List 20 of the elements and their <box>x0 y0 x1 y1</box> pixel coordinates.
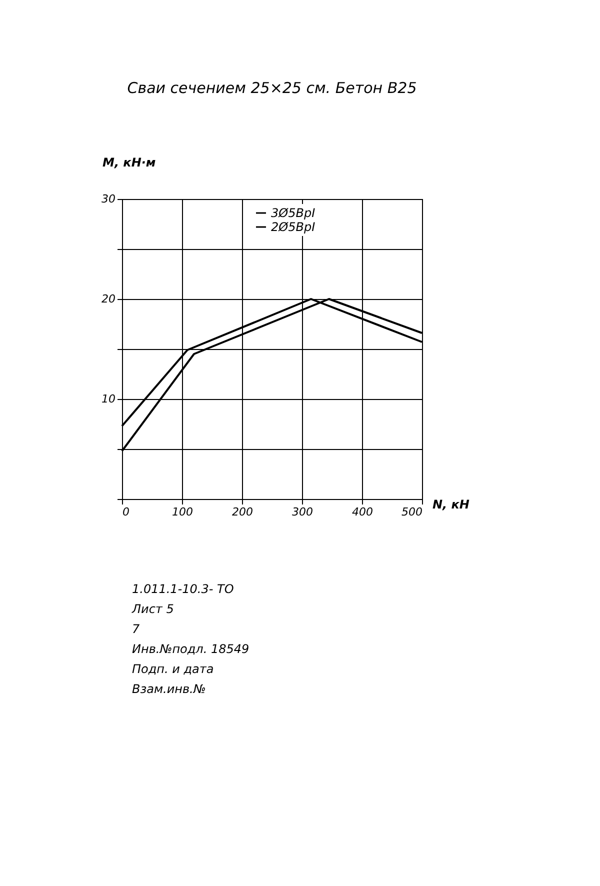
x-tick-label: 400 <box>352 506 373 518</box>
text: Взам.инв.№ <box>132 682 206 696</box>
legend-label: 2Ø5ВрI <box>271 220 316 234</box>
text: 1.011.1-10.3- ТО <box>132 582 234 596</box>
text: Инв.№подл. 18549 <box>132 642 250 656</box>
x-axis-title: N, кН <box>432 498 470 512</box>
x-tick-label: 0 <box>122 506 130 518</box>
text: Лист 5 <box>131 602 174 616</box>
text: 7 <box>132 622 140 636</box>
x-tick-label: 500 <box>402 506 422 518</box>
chart-title: Сваи сечением 25×25 см. Бетон В25 <box>127 79 417 97</box>
text: Подп. и дата <box>132 662 214 676</box>
x-tick-label: 100 <box>172 506 193 518</box>
y-tick-label: 10 <box>102 392 116 406</box>
x-tick-label: 300 <box>292 506 313 518</box>
x-tick-label: 200 <box>232 506 253 518</box>
y-axis-title: M, кН·м <box>102 156 156 170</box>
y-tick-label: 20 <box>102 292 116 306</box>
y-tick-label: 30 <box>102 192 116 206</box>
legend-label: 3Ø5ВрI <box>271 206 316 220</box>
